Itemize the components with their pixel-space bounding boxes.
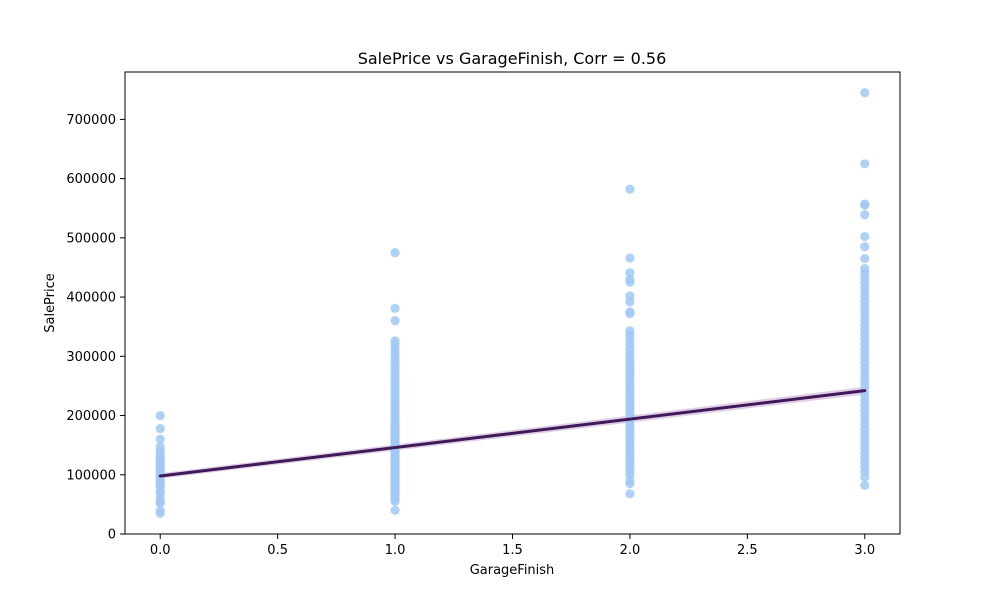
scatter-point [625,253,635,263]
y-tick-label: 100000 [66,468,116,483]
regression-line [158,389,867,478]
scatter-point [625,489,635,499]
scatter-point [860,199,870,209]
scatter-point [860,264,870,274]
scatter-point [860,159,870,169]
y-tick-label: 400000 [66,291,116,306]
y-tick-label: 600000 [66,172,116,187]
scatter-point [390,248,400,258]
chart-title: SalePrice vs GarageFinish, Corr = 0.56 [358,49,667,68]
x-tick-label: 0.5 [267,543,288,558]
scatter-point [860,242,870,252]
scatter-point [390,316,400,326]
scatter-point [155,423,165,434]
scatter-point [155,442,165,452]
scatter-point [390,505,400,515]
scatter-point [625,291,635,301]
x-tick-label: 2.0 [620,543,641,558]
y-tick-label: 200000 [66,409,116,424]
x-tick-label: 3.0 [854,543,875,558]
scatter-point [390,336,400,346]
x-tick-label: 1.5 [502,543,523,558]
scatter-point [860,232,870,242]
y-tick-label: 0 [108,528,116,543]
x-tick-label: 0.0 [150,543,171,558]
scatter-point [155,434,165,444]
scatter-point [155,506,165,516]
scatter-point [625,184,635,194]
y-tick-label: 500000 [66,231,116,246]
scatter-point [155,410,165,421]
x-axis-label: GarageFinish [470,563,555,578]
scatter-point [625,268,635,278]
scatter-point [625,307,635,317]
scatter-point [860,480,870,491]
scatter-point [390,303,400,313]
y-tick-label: 300000 [66,350,116,365]
y-tick-label: 700000 [66,113,116,128]
scatter-point [625,326,635,336]
x-tick-label: 1.0 [385,543,406,558]
scatter-point [860,210,870,220]
scatter-point [860,253,870,264]
x-tick-label: 2.5 [737,543,758,558]
y-axis-label: SalePrice [43,273,58,333]
scatter-point [625,274,635,284]
scatter-point [860,88,870,98]
